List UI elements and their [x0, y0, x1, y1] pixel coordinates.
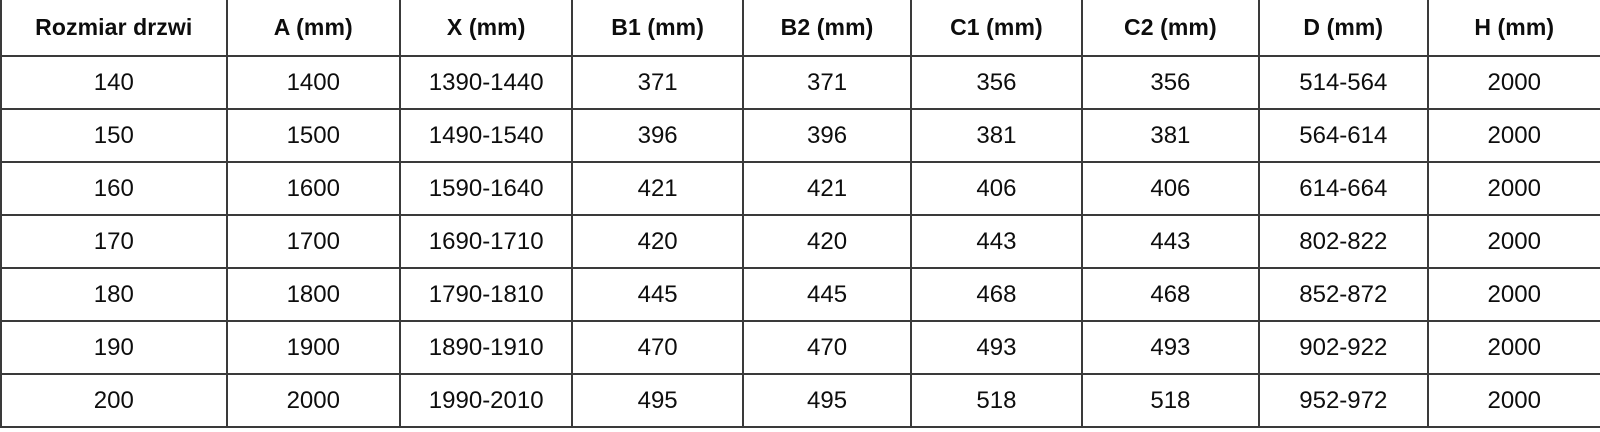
column-header: Rozmiar drzwi — [0, 0, 228, 57]
table-cell: 614-664 — [1259, 162, 1429, 216]
row-label-cell: 170 — [0, 215, 228, 269]
table-cell: 1790-1810 — [399, 268, 574, 322]
row-label-cell: 150 — [0, 109, 228, 163]
table-cell: 443 — [911, 215, 1083, 269]
table-cell: 468 — [911, 268, 1083, 322]
table-cell: 2000 — [1427, 109, 1600, 163]
table-row: 180 1800 1790-1810 445 445 468 468 852-872 2000 — [0, 268, 1600, 322]
table-cell: 1500 — [226, 109, 401, 163]
row-label-cell: 190 — [0, 321, 228, 375]
table-row: 150 1500 1490-1540 396 396 381 381 564-614 2000 — [0, 109, 1600, 163]
column-header: B1 (mm) — [572, 0, 744, 57]
table-cell: 2000 — [226, 374, 401, 428]
column-header: A (mm) — [226, 0, 401, 57]
table-cell: 2000 — [1427, 215, 1600, 269]
table-cell: 1700 — [226, 215, 401, 269]
table-cell: 514-564 — [1259, 56, 1429, 110]
table-cell: 396 — [572, 109, 744, 163]
column-header: X (mm) — [399, 0, 574, 57]
column-header: B2 (mm) — [742, 0, 913, 57]
table-cell: 2000 — [1427, 374, 1600, 428]
table-cell: 1490-1540 — [399, 109, 574, 163]
table-cell: 381 — [1081, 109, 1261, 163]
header-row: Rozmiar drzwi A (mm) X (mm) B1 (mm) B2 (mm) C… — [0, 0, 1600, 57]
table-cell: 2000 — [1427, 162, 1600, 216]
table-cell: 406 — [911, 162, 1083, 216]
table-row: 200 2000 1990-2010 495 495 518 518 952-972 2000 — [0, 374, 1600, 428]
row-label-cell: 200 — [0, 374, 228, 428]
table-cell: 421 — [572, 162, 744, 216]
table-cell: 470 — [572, 321, 744, 375]
table-cell: 2000 — [1427, 56, 1600, 110]
table-cell: 421 — [742, 162, 913, 216]
table-cell: 1990-2010 — [399, 374, 574, 428]
row-label-cell: 160 — [0, 162, 228, 216]
table-cell: 396 — [742, 109, 913, 163]
table-cell: 2000 — [1427, 321, 1600, 375]
table-cell: 518 — [1081, 374, 1261, 428]
table-cell: 468 — [1081, 268, 1261, 322]
table-cell: 371 — [572, 56, 744, 110]
table-row: 160 1600 1590-1640 421 421 406 406 614-664 2000 — [0, 162, 1600, 216]
table-cell: 470 — [742, 321, 913, 375]
table-cell: 1890-1910 — [399, 321, 574, 375]
column-header: C1 (mm) — [911, 0, 1083, 57]
table-cell: 406 — [1081, 162, 1261, 216]
table-cell: 381 — [911, 109, 1083, 163]
table-cell: 420 — [742, 215, 913, 269]
table-cell: 802-822 — [1259, 215, 1429, 269]
table-cell: 952-972 — [1259, 374, 1429, 428]
column-header: D (mm) — [1259, 0, 1429, 57]
column-header: C2 (mm) — [1081, 0, 1261, 57]
row-label-cell: 180 — [0, 268, 228, 322]
table-cell: 443 — [1081, 215, 1261, 269]
table-row: 140 1400 1390-1440 371 371 356 356 514-564 2000 — [0, 56, 1600, 110]
table-cell: 1900 — [226, 321, 401, 375]
table-cell: 493 — [1081, 321, 1261, 375]
row-label-cell: 140 — [0, 56, 228, 110]
table-cell: 1400 — [226, 56, 401, 110]
table-header: Rozmiar drzwi A (mm) X (mm) B1 (mm) B2 (mm) C… — [0, 0, 1600, 57]
table-cell: 445 — [572, 268, 744, 322]
table-cell: 1590-1640 — [399, 162, 574, 216]
table-cell: 1690-1710 — [399, 215, 574, 269]
table-cell: 902-922 — [1259, 321, 1429, 375]
table-cell: 493 — [911, 321, 1083, 375]
table-cell: 420 — [572, 215, 744, 269]
table-row: 170 1700 1690-1710 420 420 443 443 802-822 2000 — [0, 215, 1600, 269]
table-cell: 1800 — [226, 268, 401, 322]
table-cell: 445 — [742, 268, 913, 322]
table-cell: 518 — [911, 374, 1083, 428]
table-row: 190 1900 1890-1910 470 470 493 493 902-922 2000 — [0, 321, 1600, 375]
table-cell: 495 — [742, 374, 913, 428]
table-cell: 1390-1440 — [399, 56, 574, 110]
table-cell: 356 — [1081, 56, 1261, 110]
table-cell: 371 — [742, 56, 913, 110]
table-cell: 564-614 — [1259, 109, 1429, 163]
table-cell: 495 — [572, 374, 744, 428]
table-cell: 1600 — [226, 162, 401, 216]
table-cell: 852-872 — [1259, 268, 1429, 322]
table-cell: 2000 — [1427, 268, 1600, 322]
table-cell: 356 — [911, 56, 1083, 110]
column-header: H (mm) — [1427, 0, 1600, 57]
table-body: 140 1400 1390-1440 371 371 356 356 514-564 2000 1… — [0, 56, 1600, 428]
